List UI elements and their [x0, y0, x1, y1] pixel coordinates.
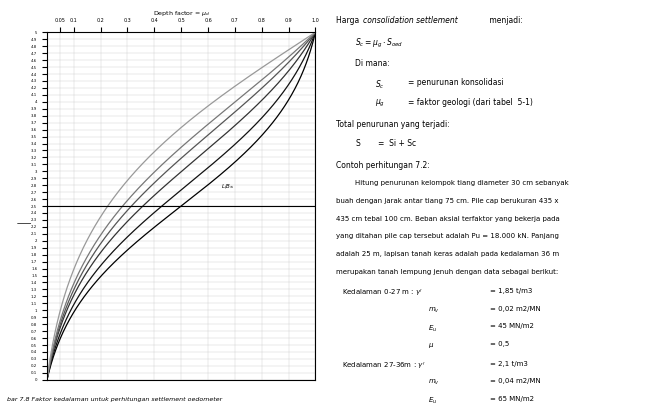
Text: = 0,5: = 0,5: [490, 341, 509, 347]
Text: = faktor geologi (dari tabel  5-1): = faktor geologi (dari tabel 5-1): [408, 98, 533, 107]
Text: yang ditahan pile cap tersebut adalah Pu = 18.000 kN. Panjang: yang ditahan pile cap tersebut adalah Pu…: [336, 233, 558, 239]
Text: buah dengan jarak antar tiang 75 cm. Pile cap berukuran 435 x: buah dengan jarak antar tiang 75 cm. Pil…: [336, 198, 558, 204]
Text: = 45 MN/m2: = 45 MN/m2: [490, 324, 534, 329]
Text: $E_u$: $E_u$: [427, 396, 437, 404]
Text: Contoh perhitungan 7.2:: Contoh perhitungan 7.2:: [336, 161, 429, 170]
Text: Harga: Harga: [336, 16, 361, 25]
Text: $\mu$: $\mu$: [427, 341, 433, 350]
Text: Kedalaman 0-27 m : $\gamma'$: Kedalaman 0-27 m : $\gamma'$: [342, 288, 423, 299]
Text: $m_v$: $m_v$: [427, 306, 440, 315]
Text: menjadi:: menjadi:: [486, 16, 523, 25]
Text: Kedalaman 27-36m : $\gamma'$: Kedalaman 27-36m : $\gamma'$: [342, 361, 425, 372]
Text: $S_c = \mu_g \cdot S_{oed}$: $S_c = \mu_g \cdot S_{oed}$: [355, 37, 403, 50]
Text: = 1,85 t/m3: = 1,85 t/m3: [490, 288, 532, 294]
Text: consolidation settlement: consolidation settlement: [364, 16, 458, 25]
Text: =  Si + Sc: = Si + Sc: [378, 139, 417, 148]
Text: bar 7.8 Faktor kedalaman untuk perhitungan settlement oedometer: bar 7.8 Faktor kedalaman untuk perhitung…: [7, 397, 222, 402]
Text: Di mana:: Di mana:: [355, 59, 390, 68]
Text: = 65 MN/m2: = 65 MN/m2: [490, 396, 534, 402]
Text: = 2,1 t/m3: = 2,1 t/m3: [490, 361, 528, 367]
Text: $L/B_{\infty}$: $L/B_{\infty}$: [221, 183, 235, 191]
Text: adalah 25 m, lapisan tanah keras adalah pada kedalaman 36 m: adalah 25 m, lapisan tanah keras adalah …: [336, 251, 559, 257]
Text: S: S: [355, 139, 360, 148]
Text: Total penurunan yang terjadi:: Total penurunan yang terjadi:: [336, 120, 450, 128]
Text: = 0,04 m2/MN: = 0,04 m2/MN: [490, 378, 541, 384]
Text: $S_c$: $S_c$: [375, 78, 384, 91]
Text: = 0,02 m2/MN: = 0,02 m2/MN: [490, 306, 541, 312]
Text: $E_u$: $E_u$: [427, 324, 437, 334]
Text: 435 cm tebal 100 cm. Beban aksial terfaktor yang bekerja pada: 435 cm tebal 100 cm. Beban aksial terfak…: [336, 216, 559, 222]
Text: $m_v$: $m_v$: [427, 378, 440, 387]
Text: merupakan tanah lempung jenuh dengan data sebagai berikut:: merupakan tanah lempung jenuh dengan dat…: [336, 269, 558, 275]
Text: $\mu_g$: $\mu_g$: [375, 98, 385, 109]
Text: Hitung penurunan kelompok tiang diameter 30 cm sebanyak: Hitung penurunan kelompok tiang diameter…: [355, 181, 569, 186]
Text: = penurunan konsolidasi: = penurunan konsolidasi: [408, 78, 503, 88]
Title: Depth factor = $\mu_d$: Depth factor = $\mu_d$: [152, 8, 210, 18]
